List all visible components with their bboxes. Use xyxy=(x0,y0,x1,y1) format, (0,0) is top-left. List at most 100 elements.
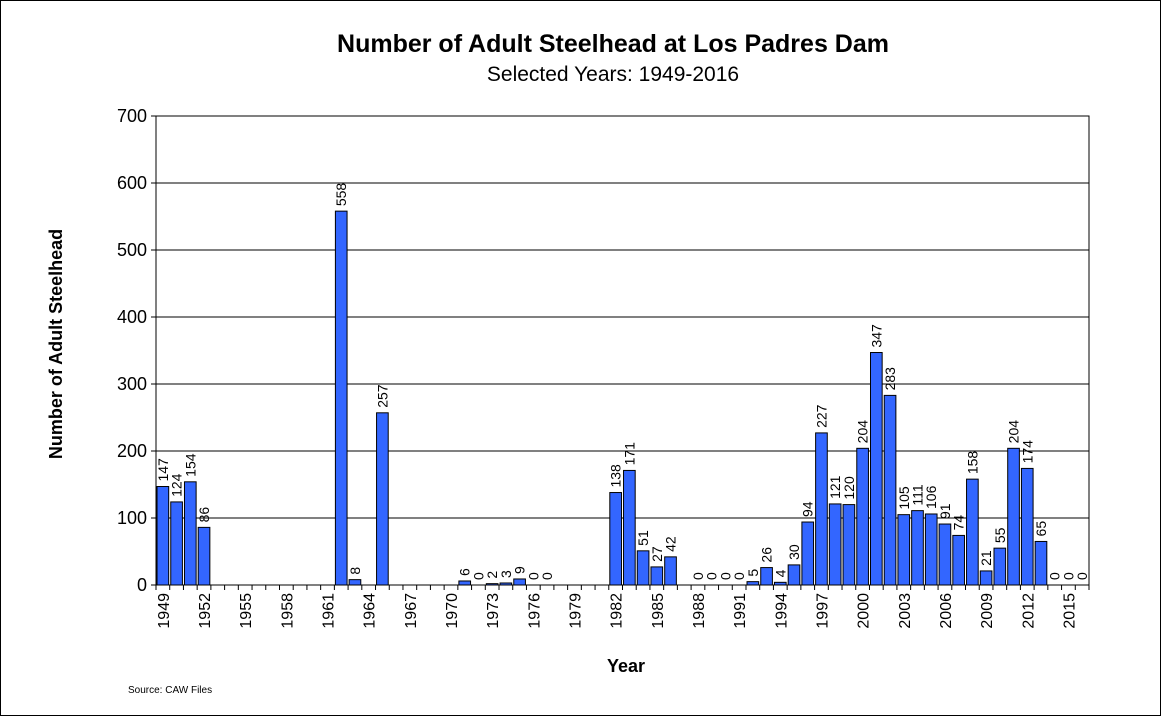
bar-2001 xyxy=(869,352,883,586)
bar-2002 xyxy=(883,394,897,586)
bar-1963 xyxy=(348,579,362,586)
bar-1984 xyxy=(636,550,650,586)
bar-2013 xyxy=(1034,540,1048,586)
bar-2003 xyxy=(897,514,911,586)
source-note: Source: CAW Files xyxy=(128,685,212,696)
data-label-1952: 86 xyxy=(196,507,212,523)
x-tick-label-1973: 1973 xyxy=(485,593,502,629)
y-tick-label-500: 500 xyxy=(117,240,147,260)
bar-2011 xyxy=(1007,447,1020,586)
x-tick-label-2003: 2003 xyxy=(897,593,914,629)
data-label-1965: 257 xyxy=(374,384,390,408)
data-label-1971: 6 xyxy=(457,568,473,576)
chart-subtitle: Selected Years: 1949-2016 xyxy=(487,63,739,86)
data-label-1976: 0 xyxy=(525,572,541,580)
bar-1992 xyxy=(746,581,760,586)
x-tick-label-1958: 1958 xyxy=(279,593,296,629)
data-label-2000: 204 xyxy=(855,420,871,444)
data-label-2004: 111 xyxy=(909,484,925,505)
x-tick-label-2006: 2006 xyxy=(938,593,955,629)
y-axis-title: Number of Adult Steelhead xyxy=(46,229,66,459)
data-label-2003: 105 xyxy=(896,486,912,510)
bar-2008 xyxy=(966,478,979,586)
data-label-2001: 347 xyxy=(868,324,884,348)
x-tick-label-1976: 1976 xyxy=(526,593,543,629)
data-label-1988: 0 xyxy=(690,572,706,580)
bar-1951 xyxy=(183,481,197,586)
data-label-1973: 2 xyxy=(484,571,500,579)
x-tick-label-1961: 1961 xyxy=(321,593,338,629)
data-label-1949: 147 xyxy=(155,458,171,482)
data-label-1994: 4 xyxy=(772,569,788,577)
bar-2007 xyxy=(952,534,965,586)
data-label-1999: 120 xyxy=(841,476,857,500)
x-tick-label-1952: 1952 xyxy=(197,593,214,629)
data-label-2012: 174 xyxy=(1019,440,1035,464)
x-tick-label-1985: 1985 xyxy=(650,593,667,629)
bar-1997 xyxy=(815,432,828,586)
data-label-1991: 0 xyxy=(731,572,747,580)
bar-2009 xyxy=(979,570,993,586)
y-tick-label-0: 0 xyxy=(137,575,147,595)
data-label-2010: 55 xyxy=(992,527,1008,543)
chart-title: Number of Adult Steelhead at Los Padres … xyxy=(337,30,889,58)
data-label-1974: 3 xyxy=(498,570,514,578)
x-tick-label-1955: 1955 xyxy=(238,593,255,629)
bar-1952 xyxy=(197,526,211,586)
bar-2005 xyxy=(924,513,938,586)
x-tick-label-2012: 2012 xyxy=(1020,593,1037,629)
y-axis-ticks: 0 100 200 300 400 500 600 700 xyxy=(117,106,156,595)
data-label-1977: 0 xyxy=(539,572,555,580)
bar-1971 xyxy=(458,580,472,586)
y-tick-label-400: 400 xyxy=(117,307,147,327)
x-tick-label-2000: 2000 xyxy=(856,593,873,629)
bar-1998 xyxy=(828,503,842,586)
x-tick-label-1982: 1982 xyxy=(609,593,626,629)
data-labels: 1471241548655882576023900138171512742000… xyxy=(155,183,1090,580)
data-label-2009: 21 xyxy=(978,550,994,566)
y-tick-label-300: 300 xyxy=(117,374,147,394)
y-tick-label-200: 200 xyxy=(117,441,147,461)
y-tick-label-700: 700 xyxy=(117,106,147,126)
data-label-2002: 283 xyxy=(882,367,898,391)
data-label-1996: 94 xyxy=(800,501,816,517)
data-label-1989: 0 xyxy=(704,572,720,580)
bar-2010 xyxy=(993,547,1007,586)
bar-1962 xyxy=(334,210,348,586)
bar-1965 xyxy=(376,412,389,586)
x-axis-ticks: 1949 1952 1955 1958 1961 1964 1967 1970 1973 1976… xyxy=(155,585,1090,629)
x-tick-label-2015: 2015 xyxy=(1061,593,1078,629)
data-label-1993: 26 xyxy=(759,547,775,563)
data-label-1986: 42 xyxy=(663,536,679,552)
data-label-1990: 0 xyxy=(717,572,733,580)
data-label-1950: 124 xyxy=(169,473,185,497)
bar-1995 xyxy=(787,564,801,586)
data-label-1997: 227 xyxy=(813,404,829,428)
data-label-2006: 91 xyxy=(937,503,953,519)
x-axis-title: Year xyxy=(607,656,645,676)
plot-area-border xyxy=(155,115,1090,586)
bars xyxy=(156,210,1048,586)
data-label-1963: 8 xyxy=(347,567,363,575)
bar-1985 xyxy=(650,566,664,586)
x-tick-label-1988: 1988 xyxy=(691,593,708,629)
data-label-2016: 0 xyxy=(1074,572,1090,580)
x-tick-label-1997: 1997 xyxy=(814,593,831,629)
x-tick-label-1979: 1979 xyxy=(567,593,584,629)
data-label-1951: 154 xyxy=(182,453,198,477)
data-label-2013: 65 xyxy=(1033,521,1049,537)
data-label-2007: 74 xyxy=(951,515,967,531)
x-tick-label-1949: 1949 xyxy=(156,593,173,629)
bar-1996 xyxy=(801,521,815,586)
data-label-1984: 51 xyxy=(635,530,651,546)
data-label-1992: 5 xyxy=(745,569,761,577)
bar-2012 xyxy=(1020,467,1034,586)
bar-1950 xyxy=(170,501,183,586)
bar-2006 xyxy=(938,523,952,586)
x-tick-label-2009: 2009 xyxy=(979,593,996,629)
x-tick-label-1970: 1970 xyxy=(444,593,461,629)
data-label-2005: 106 xyxy=(923,485,939,509)
bar-1975 xyxy=(513,578,526,586)
data-label-1995: 30 xyxy=(786,544,802,560)
